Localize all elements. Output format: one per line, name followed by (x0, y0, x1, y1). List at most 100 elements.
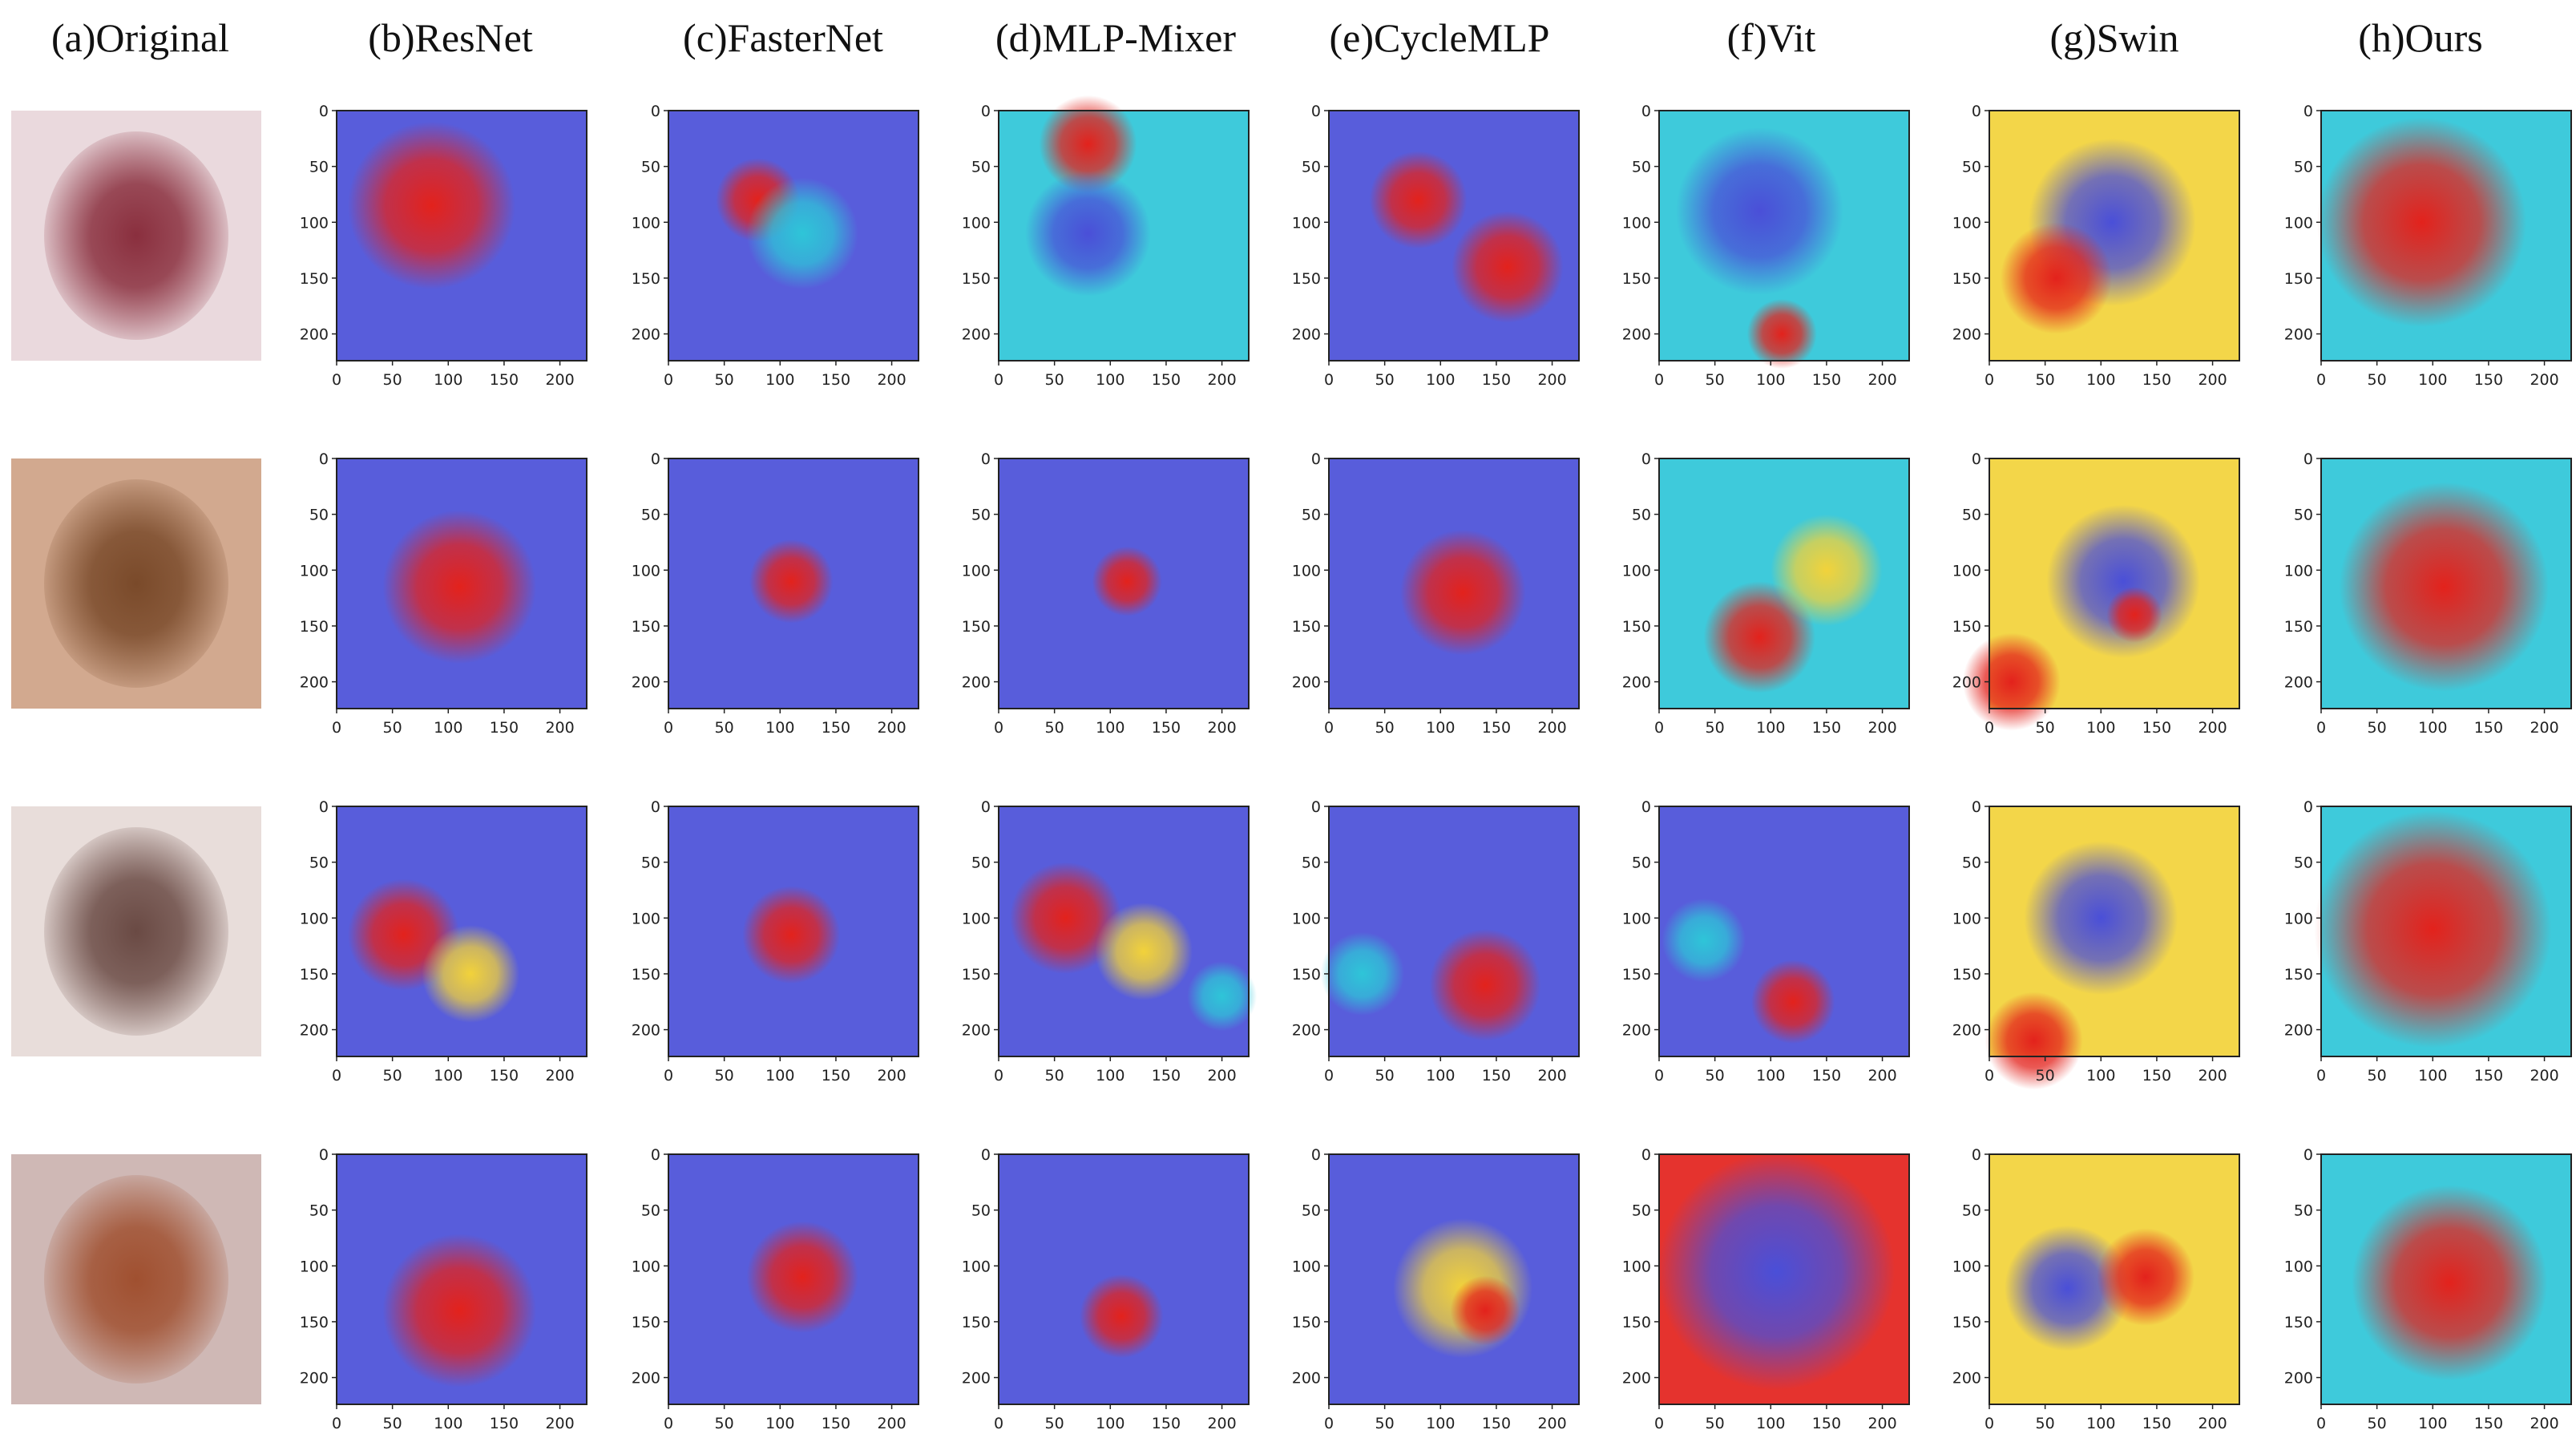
attention-blob (347, 121, 515, 289)
y-tick-label: 50 (1302, 1202, 1321, 1220)
x-tick-label: 50 (1375, 1067, 1395, 1085)
x-tick-label: 100 (765, 1067, 794, 1085)
y-tick-label: 0 (651, 103, 660, 120)
y-tick-label: 50 (309, 854, 329, 872)
attention-blob (1984, 992, 2083, 1090)
x-tick-label: 200 (1867, 371, 1896, 389)
y-tick-label: 200 (1292, 1022, 1321, 1040)
y-tick-label: 100 (632, 214, 660, 232)
x-tick-label: 200 (877, 1415, 906, 1432)
y-tick-label: 150 (1622, 1314, 1651, 1331)
y-tick-label: 50 (1962, 159, 1981, 176)
y-tick-label: 200 (962, 326, 991, 344)
x-tick-label: 200 (2198, 371, 2227, 389)
x-tick-label: 200 (1537, 719, 1566, 737)
y-tick-label: 150 (962, 1314, 991, 1331)
y-tick-label: 150 (1622, 618, 1651, 636)
x-tick-label: 150 (1812, 371, 1841, 389)
y-tick-label: 100 (1622, 910, 1651, 927)
y-tick-label: 150 (2284, 1314, 2313, 1331)
y-tick-label: 50 (641, 159, 660, 176)
y-tick-label: 50 (1302, 854, 1321, 872)
heatmap-mlpmixer-row-1: 0 50 100 150 200 0 50 100 150 200 (962, 95, 1250, 389)
x-tick-label: 150 (2142, 371, 2171, 389)
y-tick-label: 0 (1311, 1146, 1321, 1164)
y-tick-label: 0 (319, 798, 329, 816)
x-tick-label: 150 (2474, 371, 2503, 389)
y-tick-label: 50 (2294, 854, 2313, 872)
heatmap-cyclemlp-row-3: 0 50 100 150 200 0 50 100 150 200 (1292, 798, 1580, 1085)
attention-blob (1369, 151, 1468, 249)
y-tick-label: 50 (971, 1202, 991, 1220)
x-tick-label: 200 (1207, 1415, 1236, 1432)
heatmap-mlpmixer-row-3: 0 50 100 150 200 0 50 100 150 200 (962, 798, 1258, 1085)
y-tick-label: 50 (309, 159, 329, 176)
x-tick-label: 200 (1537, 1415, 1566, 1432)
x-tick-label: 200 (1207, 371, 1236, 389)
x-tick-label: 50 (383, 1415, 402, 1432)
y-tick-label: 0 (651, 450, 660, 468)
y-tick-label: 100 (2284, 214, 2313, 232)
attention-blob (746, 177, 858, 289)
y-tick-label: 150 (1952, 618, 1981, 636)
axes-frame (998, 806, 1250, 1057)
heatmap-cyclemlp-row-4: 0 50 100 150 200 0 50 100 150 200 (1292, 1146, 1580, 1432)
y-tick-label: 200 (632, 674, 660, 692)
x-tick-label: 150 (490, 371, 519, 389)
y-tick-label: 150 (1292, 1314, 1321, 1331)
y-tick-label: 200 (300, 1370, 329, 1388)
x-tick-label: 100 (2418, 371, 2447, 389)
x-tick-label: 100 (1426, 719, 1455, 737)
attention-blob (1429, 929, 1541, 1041)
attention-blob (1770, 514, 1883, 626)
attention-blob (382, 510, 536, 664)
x-tick-label: 100 (2418, 719, 2447, 737)
x-tick-label: 150 (1812, 719, 1841, 737)
y-tick-label: 50 (2294, 159, 2313, 176)
heatmap-cyclemlp-row-2: 0 50 100 150 200 0 50 100 150 200 (1292, 450, 1580, 737)
x-tick-label: 100 (2418, 1067, 2447, 1085)
attention-blob (1009, 862, 1122, 974)
y-tick-label: 50 (1962, 854, 1981, 872)
x-tick-label: 100 (765, 1415, 794, 1432)
col-title-fasternet: (c)FasterNet (683, 15, 883, 60)
y-tick-label: 150 (632, 618, 660, 636)
y-tick-label: 100 (962, 1258, 991, 1275)
y-tick-label: 0 (1641, 798, 1651, 816)
y-tick-label: 150 (2284, 966, 2313, 984)
y-tick-label: 150 (1622, 966, 1651, 984)
x-tick-label: 200 (877, 719, 906, 737)
axes-frame (336, 458, 587, 709)
y-tick-label: 50 (1302, 159, 1321, 176)
x-tick-label: 0 (994, 1067, 1003, 1085)
col-title-vit: (f)Vit (1727, 15, 1816, 60)
y-tick-label: 200 (632, 1370, 660, 1388)
heatmap-ours-row-4: 0 50 100 150 200 0 50 100 150 200 (2284, 1146, 2572, 1432)
heatmap-mlpmixer-row-4: 0 50 100 150 200 0 50 100 150 200 (962, 1146, 1250, 1432)
x-tick-label: 100 (1756, 719, 1785, 737)
axes-frame (1658, 110, 1910, 362)
x-tick-label: 0 (1654, 371, 1664, 389)
y-tick-label: 150 (962, 618, 991, 636)
x-tick-label: 150 (822, 1067, 850, 1085)
y-tick-label: 200 (1292, 1370, 1321, 1388)
x-tick-label: 0 (1984, 719, 1994, 737)
attention-blob (422, 924, 520, 1023)
attention-blob (746, 1221, 858, 1333)
x-tick-label: 100 (2086, 1067, 2115, 1085)
attention-blob (1657, 1153, 1896, 1391)
x-tick-label: 50 (1045, 1415, 1064, 1432)
attention-blob (2352, 1185, 2548, 1381)
y-tick-label: 100 (1952, 214, 1981, 232)
x-tick-label: 100 (434, 1067, 462, 1085)
heatmap-grid: 0 50 100 150 200 0 50 100 150 200 0 50 100 150 200 0 50 1… (11, 95, 2572, 1432)
x-tick-label: 100 (765, 371, 794, 389)
x-tick-label: 100 (1426, 371, 1455, 389)
y-tick-label: 100 (962, 214, 991, 232)
y-tick-label: 50 (971, 159, 991, 176)
x-tick-label: 0 (664, 719, 673, 737)
x-tick-label: 50 (1706, 1067, 1725, 1085)
attention-blob (2024, 841, 2178, 996)
x-tick-label: 50 (2036, 719, 2055, 737)
